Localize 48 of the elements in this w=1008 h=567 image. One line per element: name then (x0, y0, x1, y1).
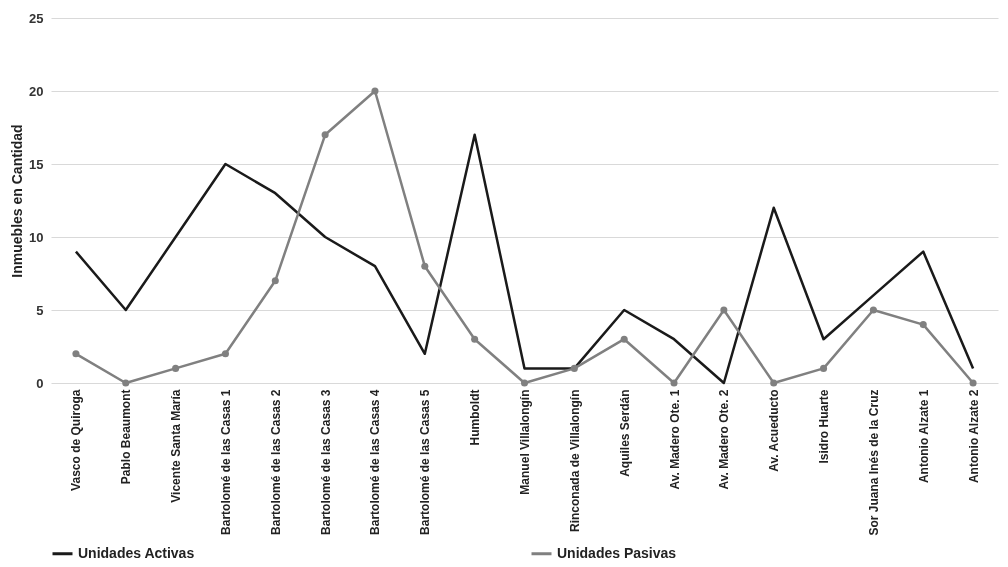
point (271, 277, 279, 285)
point (172, 364, 180, 372)
x-tick-label: Pablo Beaumont (119, 389, 134, 485)
point (969, 379, 977, 387)
legend-label: Unidades Activas (78, 544, 195, 561)
x-tick-label: Bartolomé de las Casas 3 (318, 389, 333, 535)
point (620, 335, 628, 343)
point (72, 350, 80, 358)
point (321, 131, 329, 139)
legend-label: Unidades Pasivas (557, 544, 677, 561)
x-tick-label: Bartolomé de las Casas 1 (218, 389, 233, 535)
x-tick-label: Sor Juana Inés de la Cruz (866, 389, 881, 536)
x-tick-label: Antonio Alzate 2 (966, 389, 981, 484)
x-tick-label: Bartolomé de las Casas 4 (368, 389, 383, 535)
point (221, 350, 229, 358)
x-tick-label: Manuel Villalongín (518, 389, 532, 495)
x-tick-label: Aquiles Serdán (617, 389, 632, 477)
point (670, 379, 678, 387)
x-tick-label: Bartolomé de las Casas 2 (268, 389, 283, 535)
x-tick-label: Av. Acueducto (767, 389, 782, 472)
point (919, 321, 927, 329)
x-tick-label: Vasco de Quiroga (69, 389, 84, 491)
point (869, 306, 877, 314)
y-axis-title: Inmuebles en Cantidad (9, 124, 26, 278)
point (520, 379, 529, 387)
point (770, 379, 778, 387)
point (820, 364, 828, 372)
point (421, 262, 429, 270)
x-tick-label: Bartolomé de las Casas 5 (418, 389, 433, 535)
point (471, 335, 479, 343)
point (570, 364, 578, 372)
x-tick-label: Av. Madero Ote. 1 (667, 389, 682, 490)
point (371, 87, 379, 95)
y-tick-label: 25 (29, 10, 44, 26)
point (720, 306, 728, 314)
y-tick-label: 5 (36, 302, 44, 318)
point (122, 379, 130, 387)
x-tick-label: Vicente Santa María (169, 389, 184, 503)
line-series (74, 133, 975, 385)
x-tick-label: Isidro Huarte (817, 389, 832, 464)
y-tick-label: 10 (29, 229, 44, 245)
x-tick-label: Humboldt (468, 389, 483, 446)
x-tick-label: Antonio Alzate 1 (916, 389, 931, 484)
y-tick-label: 15 (29, 156, 44, 172)
y-tick-label: 0 (36, 375, 44, 391)
x-tick-label: Av. Madero Ote. 2 (717, 389, 732, 490)
y-tick-label: 20 (29, 83, 44, 99)
x-tick-label: Rinconada de Villalongín (567, 389, 582, 532)
